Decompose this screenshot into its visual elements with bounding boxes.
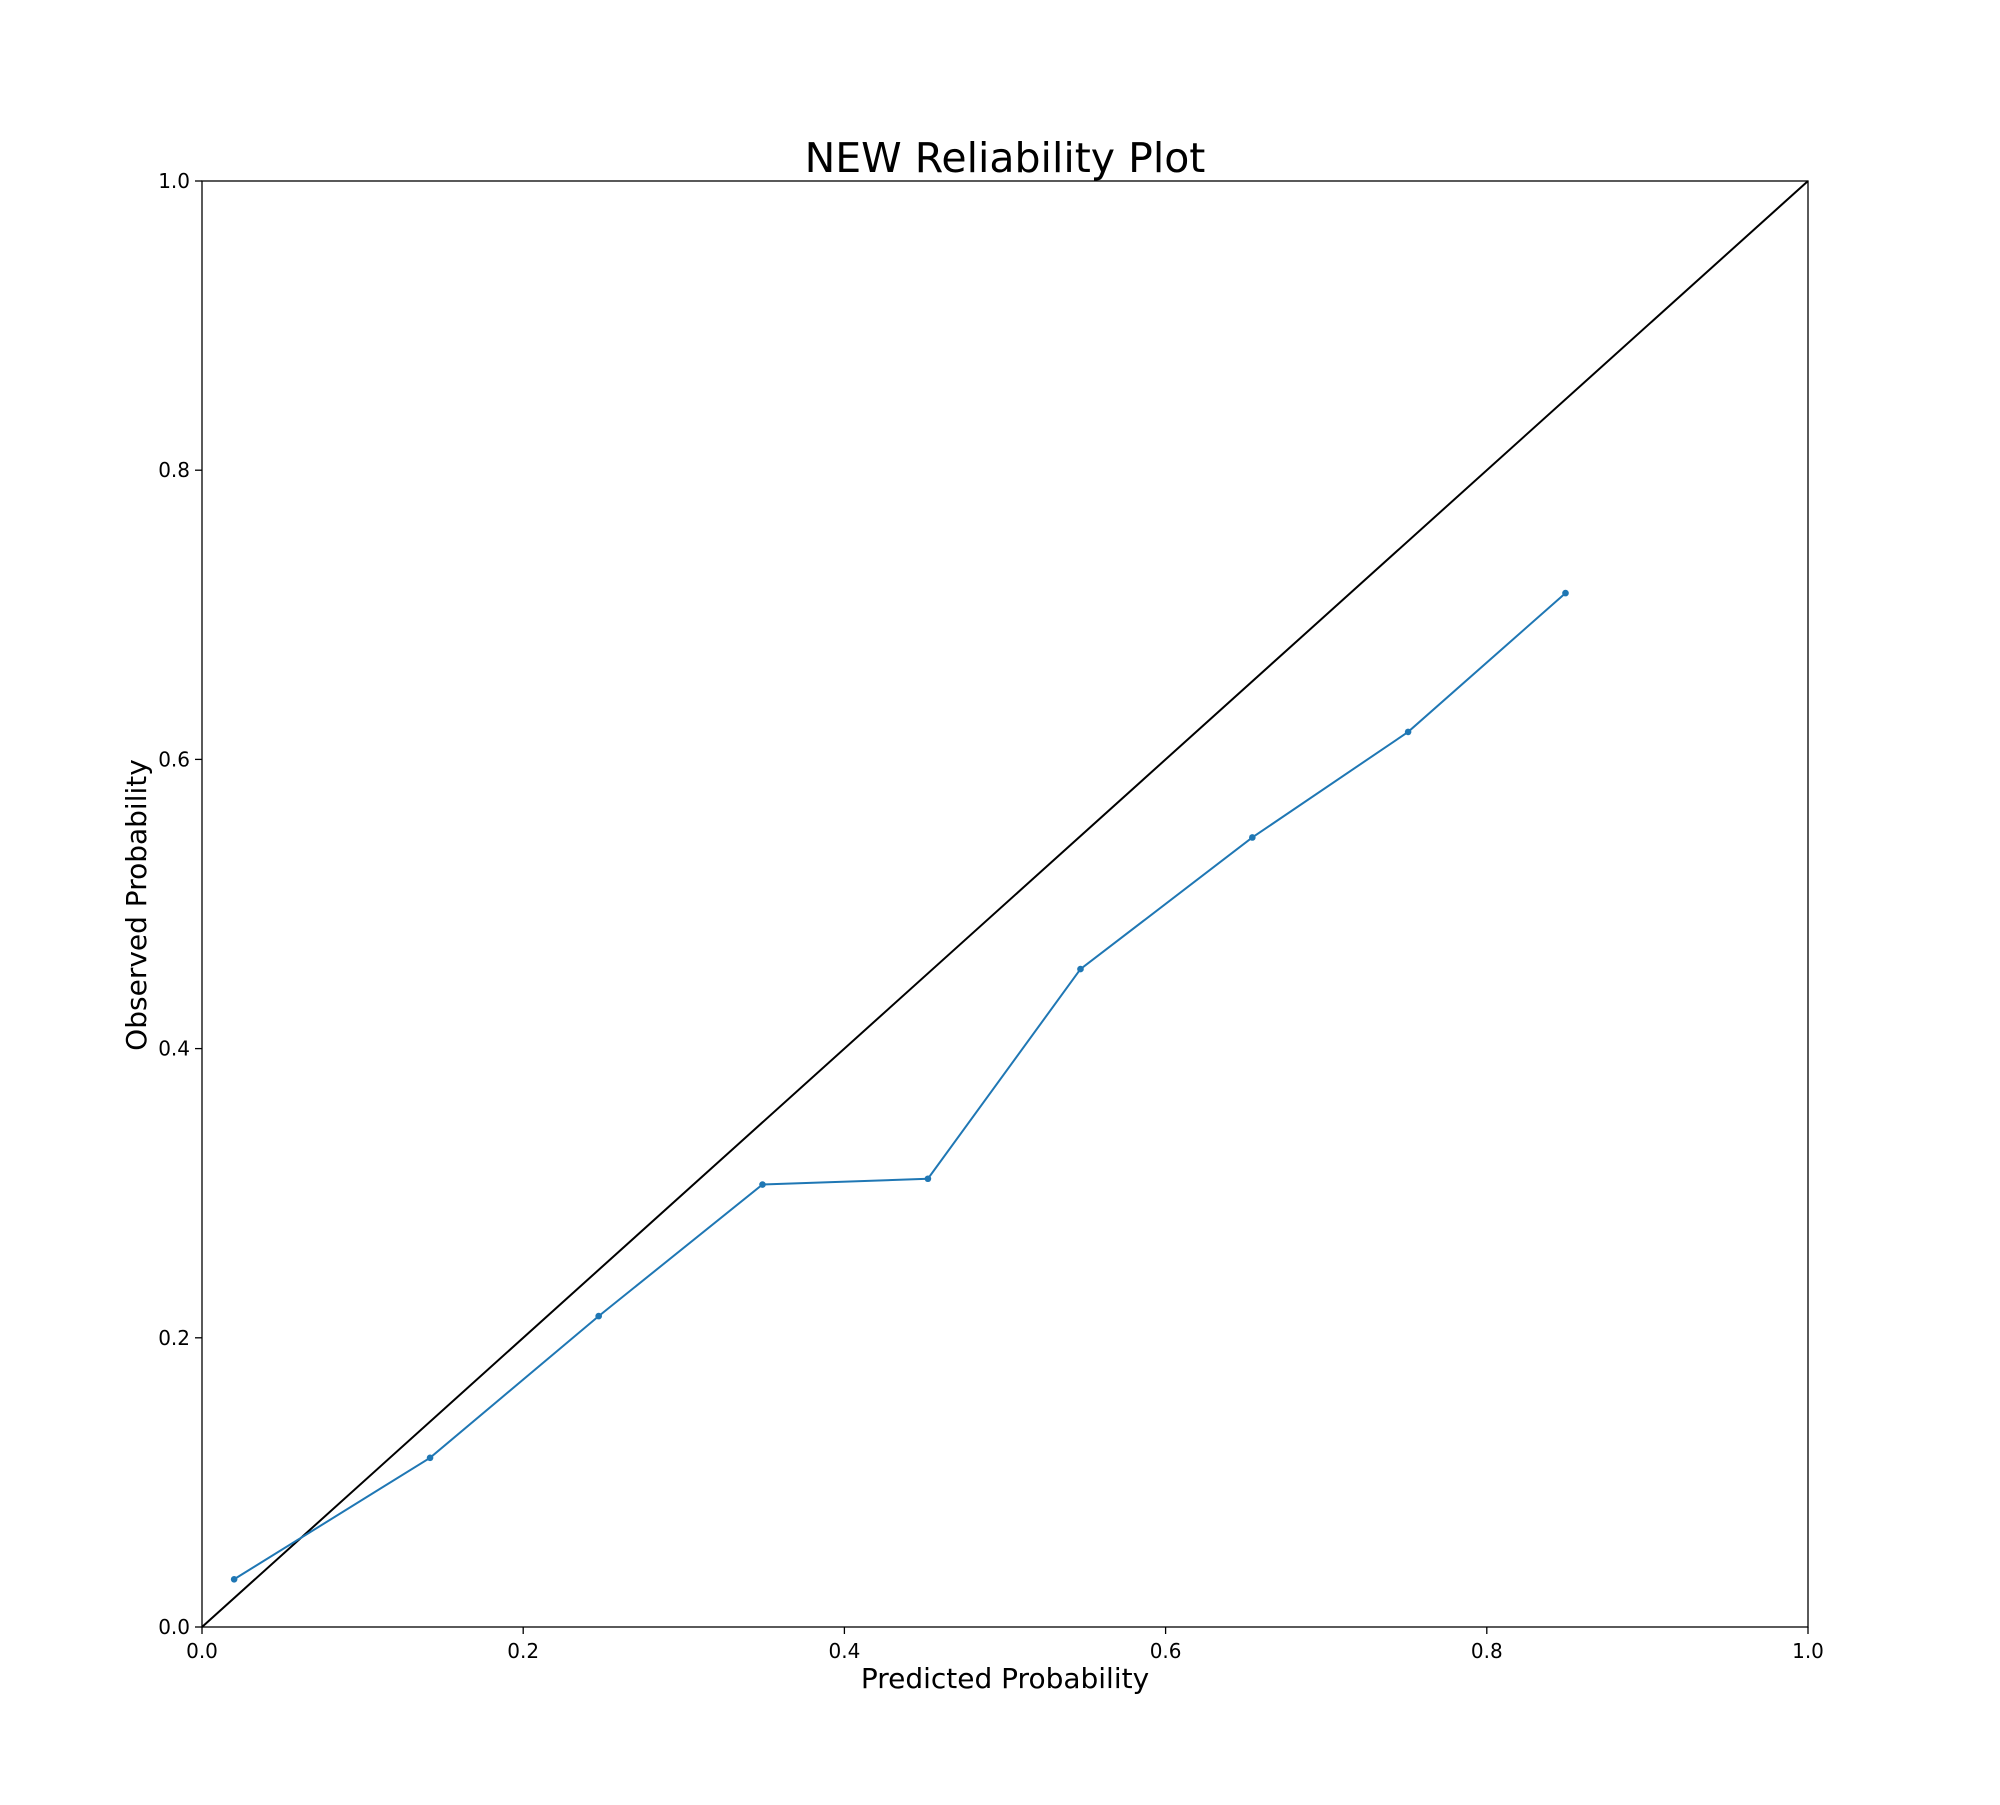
data-point <box>595 1312 602 1320</box>
data-point <box>426 1454 434 1462</box>
y-tick-label: 1.0 <box>158 169 190 193</box>
plot-frame <box>201 180 1809 1628</box>
reference-diagonal-line <box>201 180 1809 1628</box>
data-point <box>230 1575 238 1583</box>
data-point <box>924 1175 932 1183</box>
chart-title: NEW Reliability Plot <box>805 134 1206 182</box>
y-axis-label: Observed Probability <box>120 759 153 1051</box>
data-point <box>1562 589 1569 597</box>
x-tick-label: 0.0 <box>186 1639 218 1663</box>
x-tick-label: 0.8 <box>1471 1639 1503 1663</box>
x-tick-label: 1.0 <box>1792 1639 1824 1663</box>
plot-area: 0.0 0.2 0.4 0.6 0.8 1.0 0.0 0.2 0.4 0.6 0.8 1.0 <box>158 169 1824 1663</box>
y-tick-label: 0.2 <box>158 1326 190 1350</box>
y-tick-label: 0.4 <box>158 1037 190 1061</box>
x-tick-label: 0.4 <box>828 1639 860 1663</box>
y-tick-label: 0.6 <box>158 747 190 771</box>
data-point <box>1404 728 1412 736</box>
data-point <box>759 1181 766 1188</box>
y-tick-label: 0.0 <box>158 1615 190 1639</box>
x-tick-label: 0.6 <box>1150 1639 1182 1663</box>
x-tick-label: 0.2 <box>507 1639 539 1663</box>
x-axis-label: Predicted Probability <box>861 1662 1149 1695</box>
y-tick-label: 0.8 <box>158 458 190 482</box>
data-point <box>1249 834 1256 841</box>
data-point <box>1077 965 1084 973</box>
